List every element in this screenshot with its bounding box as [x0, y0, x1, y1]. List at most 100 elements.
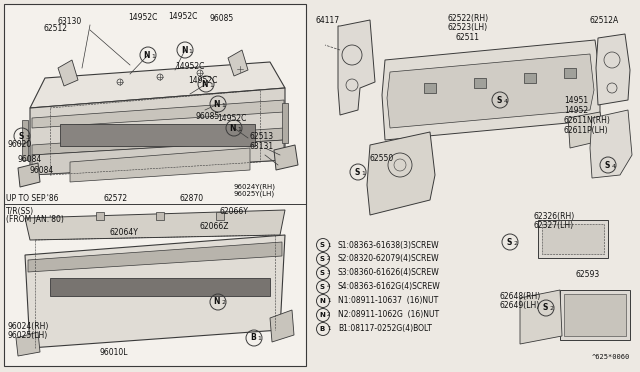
Bar [4, 4, 306, 366]
Text: 62064Y: 62064Y [110, 228, 139, 237]
Text: 96025Y(LH): 96025Y(LH) [234, 190, 275, 196]
Text: 1: 1 [209, 83, 213, 87]
Polygon shape [30, 62, 285, 108]
Text: 64117: 64117 [316, 16, 340, 25]
Text: 62512A: 62512A [590, 16, 620, 25]
Text: 96084: 96084 [18, 155, 42, 164]
Bar [560, 290, 630, 340]
Text: 96020: 96020 [8, 140, 32, 149]
Bar [22, 120, 28, 160]
Text: S: S [542, 304, 548, 312]
Polygon shape [596, 34, 630, 105]
Polygon shape [32, 140, 284, 175]
Text: S: S [496, 96, 502, 105]
Polygon shape [382, 40, 600, 140]
Text: S2:08320-62079(4)SCREW: S2:08320-62079(4)SCREW [338, 254, 440, 263]
Text: 3: 3 [327, 270, 330, 276]
Text: 1: 1 [221, 103, 225, 108]
Text: 62066Y: 62066Y [220, 207, 249, 216]
Text: 62648(RH): 62648(RH) [500, 292, 541, 301]
Text: 96024(RH): 96024(RH) [8, 322, 49, 331]
Text: 96025(LH): 96025(LH) [8, 331, 48, 340]
Text: S1:08363-61638(3)SCREW: S1:08363-61638(3)SCREW [338, 241, 440, 250]
Polygon shape [387, 54, 594, 128]
Text: N: N [214, 298, 220, 307]
Text: 1: 1 [327, 243, 330, 247]
Text: 62572: 62572 [104, 194, 128, 203]
Bar [156, 212, 164, 220]
Polygon shape [30, 88, 285, 175]
Text: 1: 1 [327, 298, 330, 304]
Text: 1: 1 [327, 327, 330, 331]
Polygon shape [58, 60, 78, 86]
Text: 14952C: 14952C [175, 62, 204, 71]
Text: 63130: 63130 [58, 17, 83, 26]
Text: 14952C: 14952C [128, 13, 157, 22]
Text: UP TO SEP.'86: UP TO SEP.'86 [6, 194, 58, 203]
Text: 96024Y(RH): 96024Y(RH) [234, 183, 276, 189]
Text: 1: 1 [189, 48, 193, 54]
Text: 62593: 62593 [576, 270, 600, 279]
Bar [564, 68, 576, 78]
Text: 96084: 96084 [30, 166, 54, 175]
Polygon shape [270, 310, 294, 342]
Polygon shape [590, 110, 632, 178]
Text: 96085: 96085 [210, 14, 234, 23]
Text: S: S [320, 270, 325, 276]
Text: 62870: 62870 [180, 194, 204, 203]
Text: N1:08911-10637  (16)NUT: N1:08911-10637 (16)NUT [338, 296, 438, 305]
Text: 62523(LH): 62523(LH) [448, 23, 488, 32]
Text: 4: 4 [504, 99, 508, 103]
Text: 62649(LH): 62649(LH) [500, 301, 540, 310]
Text: S: S [506, 237, 512, 247]
Polygon shape [338, 20, 375, 115]
Text: 2: 2 [327, 312, 330, 317]
Text: B: B [320, 326, 325, 332]
Bar [524, 73, 536, 83]
Text: 63131: 63131 [249, 142, 273, 151]
Text: 14951: 14951 [564, 96, 588, 105]
Text: 2: 2 [327, 257, 330, 262]
Polygon shape [32, 128, 284, 155]
Bar [216, 212, 224, 220]
Text: 14952: 14952 [564, 106, 588, 115]
Text: ^625*0060: ^625*0060 [592, 354, 630, 360]
Text: 1: 1 [362, 170, 365, 176]
Bar [282, 103, 288, 143]
Text: S: S [320, 256, 325, 262]
Text: N: N [319, 312, 325, 318]
Text: 1: 1 [237, 126, 241, 131]
Text: 2: 2 [221, 301, 225, 305]
Text: 4: 4 [611, 164, 616, 169]
Text: 1: 1 [257, 337, 261, 341]
Bar [50, 278, 270, 296]
Polygon shape [18, 163, 40, 187]
Bar [542, 224, 604, 254]
Text: 62513: 62513 [249, 132, 273, 141]
Text: 2: 2 [513, 241, 518, 246]
Text: 62327(LH): 62327(LH) [534, 221, 574, 230]
Text: B: B [250, 334, 256, 343]
Text: 14952C: 14952C [168, 12, 197, 21]
Text: S: S [19, 131, 24, 141]
Polygon shape [28, 242, 282, 272]
Bar [538, 220, 608, 258]
Text: 62611N(RH): 62611N(RH) [564, 116, 611, 125]
Text: 1: 1 [152, 54, 156, 58]
Text: N2:08911-1062G  (16)NUT: N2:08911-1062G (16)NUT [338, 311, 439, 320]
Bar [96, 212, 104, 220]
Text: 62550: 62550 [370, 154, 394, 163]
Text: (FROM JAN.'80): (FROM JAN.'80) [6, 215, 64, 224]
Polygon shape [70, 148, 250, 182]
Polygon shape [25, 235, 285, 348]
Text: 14952C: 14952C [188, 76, 218, 85]
Polygon shape [568, 112, 604, 148]
Text: 62066Z: 62066Z [200, 222, 230, 231]
Text: 62522(RH): 62522(RH) [448, 14, 489, 23]
Bar [60, 124, 255, 146]
Text: S4:08363-6162G(4)SCREW: S4:08363-6162G(4)SCREW [338, 282, 441, 292]
Text: N: N [319, 298, 325, 304]
Bar [474, 78, 486, 88]
Polygon shape [228, 50, 248, 76]
Text: 62511: 62511 [455, 33, 479, 42]
